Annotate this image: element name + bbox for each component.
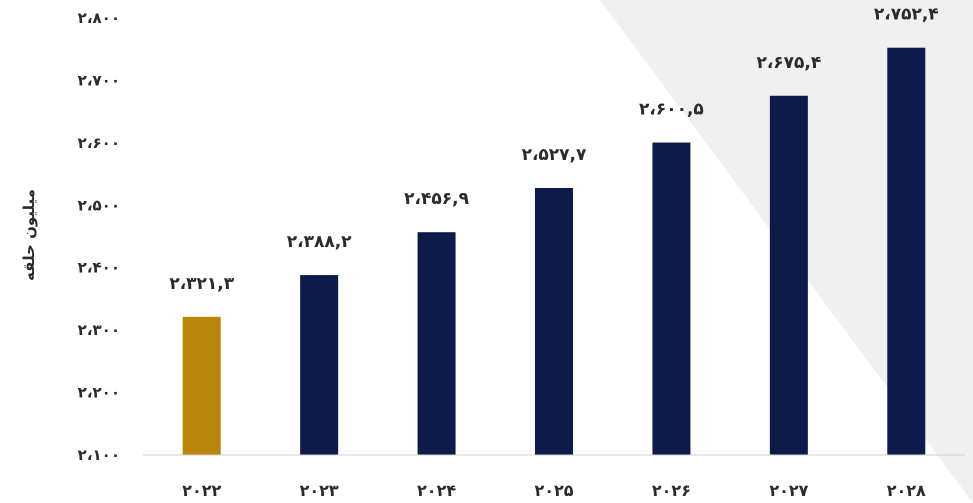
x-tick-label: ۲۰۲۸ (887, 481, 926, 500)
y-tick-label: ۲،۵۰۰ (78, 196, 120, 214)
bars (182, 47, 926, 456)
x-tick-label: ۲۰۲۲ (182, 481, 221, 500)
data-labels: ۲،۳۲۱,۳ ۲،۳۸۸,۲ ۲،۴۵۶,۹ ۲،۵۲۷,۷ ۲،۶۰۰,۵ ۲،۶۷۵… (169, 5, 938, 294)
y-tick-label: ۲،۲۰۰ (78, 384, 120, 402)
y-tick-label: ۲،۶۰۰ (78, 134, 120, 152)
y-tick-label: ۲،۱۰۰ (78, 446, 120, 464)
x-axis-ticks: ۲۰۲۲ ۲۰۲۳ ۲۰۲۴ ۲۰۲۵ ۲۰۲۶ ۲۰۲۷ ۲۰۲۸ (182, 481, 926, 500)
x-tick-label: ۲۰۲۶ (652, 481, 691, 500)
data-label: ۲،۴۵۶,۹ (404, 189, 469, 209)
x-tick-label: ۲۰۲۴ (417, 481, 456, 500)
y-tick-label: ۲،۸۰۰ (78, 9, 120, 27)
bar (769, 95, 808, 455)
bar (652, 142, 691, 456)
y-axis-label: میلیون حلقه (20, 189, 38, 281)
x-tick-label: ۲۰۲۳ (300, 481, 339, 500)
y-tick-label: ۲،۴۰۰ (78, 259, 120, 277)
data-label: ۲،۳۲۱,۳ (169, 274, 234, 294)
bar (417, 232, 456, 455)
bar (887, 47, 926, 455)
bar (535, 187, 573, 456)
data-label: ۲،۵۲۷,۷ (522, 145, 587, 165)
bar (300, 275, 339, 455)
y-tick-label: ۲،۳۰۰ (78, 321, 120, 339)
data-label: ۲،۶۰۰,۵ (639, 100, 704, 120)
data-label: ۲،۶۷۵,۴ (756, 53, 821, 73)
y-tick-label: ۲،۷۰۰ (78, 71, 120, 89)
x-tick-label: ۲۰۲۷ (769, 481, 808, 500)
x-tick-label: ۲۰۲۵ (534, 481, 573, 500)
data-label: ۲،۳۸۸,۲ (287, 232, 352, 252)
y-axis-ticks: ۲،۱۰۰ ۲،۲۰۰ ۲،۳۰۰ ۲،۴۰۰ ۲،۵۰۰ ۲،۶۰۰ ۲،۷۰۰ ۲،۸۰۰ (78, 9, 120, 464)
bar (182, 316, 221, 455)
data-label: ۲،۷۵۲,۴ (874, 5, 939, 25)
